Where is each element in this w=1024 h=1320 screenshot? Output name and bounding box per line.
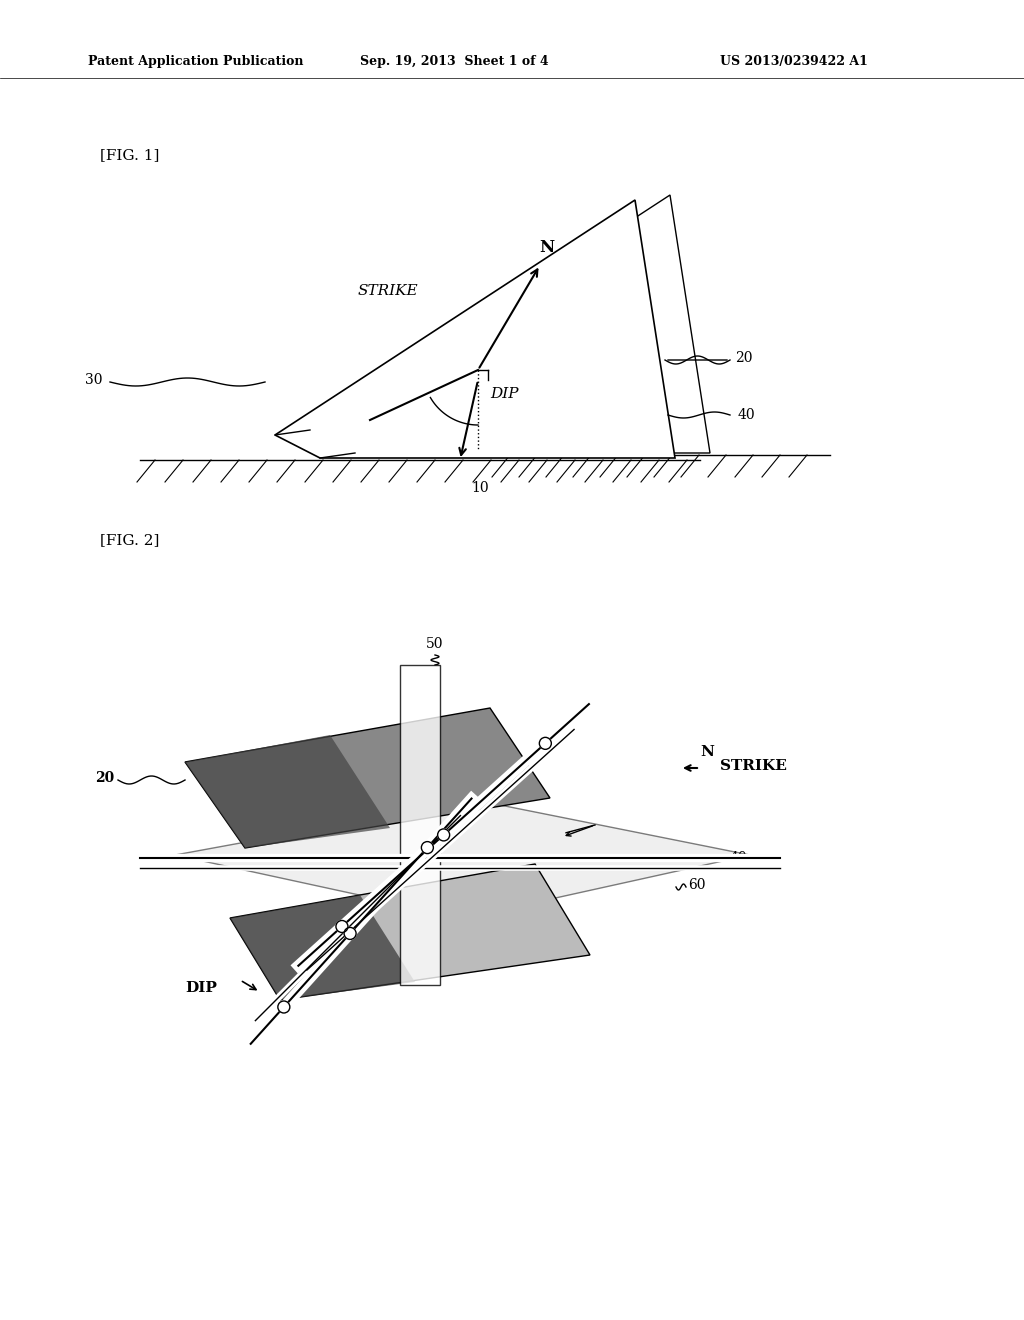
Circle shape bbox=[421, 842, 433, 854]
Text: Sep. 19, 2013  Sheet 1 of 4: Sep. 19, 2013 Sheet 1 of 4 bbox=[360, 55, 549, 69]
Polygon shape bbox=[175, 800, 750, 917]
Polygon shape bbox=[230, 895, 415, 1001]
Text: 60: 60 bbox=[688, 878, 706, 892]
Text: 40: 40 bbox=[738, 408, 756, 422]
Text: 20: 20 bbox=[95, 771, 115, 785]
Polygon shape bbox=[185, 708, 550, 847]
Text: [FIG. 2]: [FIG. 2] bbox=[100, 533, 160, 546]
Polygon shape bbox=[275, 201, 675, 458]
Text: 40: 40 bbox=[730, 851, 748, 865]
Text: 50: 50 bbox=[426, 638, 443, 651]
Text: DIP: DIP bbox=[490, 387, 518, 401]
Polygon shape bbox=[400, 665, 440, 985]
Polygon shape bbox=[185, 735, 390, 847]
Circle shape bbox=[336, 920, 348, 932]
Circle shape bbox=[437, 829, 450, 841]
Text: N: N bbox=[700, 744, 714, 759]
Text: DIP: DIP bbox=[185, 981, 217, 995]
Text: N: N bbox=[540, 239, 555, 256]
Text: 30: 30 bbox=[85, 374, 102, 387]
Text: STRIKE: STRIKE bbox=[358, 284, 419, 298]
Text: US 2013/0239422 A1: US 2013/0239422 A1 bbox=[720, 55, 868, 69]
Circle shape bbox=[278, 1001, 290, 1012]
Text: 10: 10 bbox=[471, 480, 488, 495]
Text: STRIKE: STRIKE bbox=[720, 759, 786, 774]
Circle shape bbox=[540, 738, 551, 750]
Polygon shape bbox=[230, 865, 590, 1001]
Circle shape bbox=[344, 928, 356, 940]
Text: Patent Application Publication: Patent Application Publication bbox=[88, 55, 303, 69]
Text: [FIG. 1]: [FIG. 1] bbox=[100, 148, 160, 162]
Text: 20: 20 bbox=[735, 351, 753, 366]
